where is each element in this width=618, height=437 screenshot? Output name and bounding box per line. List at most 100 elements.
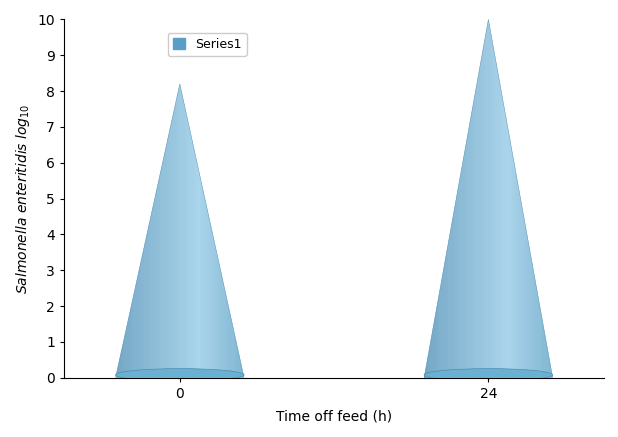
Polygon shape	[210, 222, 211, 378]
Polygon shape	[160, 172, 161, 378]
Polygon shape	[442, 270, 443, 378]
Polygon shape	[147, 231, 148, 378]
Polygon shape	[197, 163, 198, 378]
Polygon shape	[196, 157, 197, 378]
Polygon shape	[485, 34, 486, 378]
Polygon shape	[497, 69, 498, 378]
Polygon shape	[477, 80, 478, 378]
Polygon shape	[178, 90, 179, 378]
Polygon shape	[164, 152, 165, 378]
Polygon shape	[126, 328, 127, 378]
Polygon shape	[165, 149, 166, 378]
Polygon shape	[488, 19, 489, 378]
Polygon shape	[455, 198, 456, 378]
Polygon shape	[209, 216, 210, 378]
Polygon shape	[453, 213, 454, 378]
Polygon shape	[154, 196, 155, 378]
Polygon shape	[237, 345, 238, 378]
Polygon shape	[454, 206, 455, 378]
Polygon shape	[533, 270, 534, 378]
Polygon shape	[429, 349, 430, 378]
Polygon shape	[158, 181, 159, 378]
Polygon shape	[530, 252, 531, 378]
Polygon shape	[238, 348, 239, 378]
Polygon shape	[516, 173, 517, 378]
Polygon shape	[472, 105, 473, 378]
Polygon shape	[189, 125, 190, 378]
Polygon shape	[511, 145, 512, 378]
Polygon shape	[464, 152, 465, 378]
Polygon shape	[440, 284, 441, 378]
Polygon shape	[529, 245, 530, 378]
Polygon shape	[427, 356, 428, 378]
Polygon shape	[221, 272, 222, 378]
Polygon shape	[537, 292, 538, 378]
Polygon shape	[182, 96, 183, 378]
Polygon shape	[474, 95, 475, 378]
Polygon shape	[549, 360, 550, 378]
Polygon shape	[169, 128, 170, 378]
Polygon shape	[117, 366, 118, 378]
Polygon shape	[463, 159, 464, 378]
Polygon shape	[444, 263, 445, 378]
Polygon shape	[448, 242, 449, 378]
Polygon shape	[545, 335, 546, 378]
Polygon shape	[547, 346, 548, 378]
Polygon shape	[505, 113, 506, 378]
Polygon shape	[138, 269, 139, 378]
Polygon shape	[523, 216, 525, 378]
Polygon shape	[124, 336, 125, 378]
Polygon shape	[441, 277, 442, 378]
Polygon shape	[512, 152, 513, 378]
Polygon shape	[218, 260, 219, 378]
Polygon shape	[129, 313, 130, 378]
Polygon shape	[548, 353, 549, 378]
Polygon shape	[151, 210, 152, 378]
Ellipse shape	[116, 369, 244, 381]
Polygon shape	[233, 328, 234, 378]
Polygon shape	[503, 102, 504, 378]
Polygon shape	[161, 166, 162, 378]
Polygon shape	[473, 98, 474, 378]
Polygon shape	[188, 122, 189, 378]
Polygon shape	[439, 288, 440, 378]
Polygon shape	[170, 125, 171, 378]
Polygon shape	[208, 213, 209, 378]
Polygon shape	[215, 246, 216, 378]
Y-axis label: Salmonella enteritidis $log_{10}$: Salmonella enteritidis $log_{10}$	[14, 104, 32, 294]
Polygon shape	[478, 73, 479, 378]
Polygon shape	[519, 191, 520, 378]
Polygon shape	[121, 348, 122, 378]
Polygon shape	[526, 227, 527, 378]
Polygon shape	[220, 269, 221, 378]
Polygon shape	[520, 198, 521, 378]
Polygon shape	[460, 173, 461, 378]
Polygon shape	[204, 196, 205, 378]
Polygon shape	[205, 198, 206, 378]
Polygon shape	[231, 319, 232, 378]
Legend: Series1: Series1	[167, 33, 247, 56]
Polygon shape	[192, 140, 193, 378]
Polygon shape	[434, 317, 435, 378]
Polygon shape	[489, 27, 490, 378]
Polygon shape	[539, 302, 540, 378]
Polygon shape	[538, 299, 539, 378]
Polygon shape	[116, 372, 117, 378]
Polygon shape	[159, 175, 160, 378]
Polygon shape	[542, 317, 543, 378]
Polygon shape	[466, 141, 467, 378]
Polygon shape	[214, 243, 215, 378]
Polygon shape	[457, 188, 458, 378]
Polygon shape	[433, 324, 434, 378]
Polygon shape	[438, 295, 439, 378]
Polygon shape	[230, 313, 231, 378]
Polygon shape	[445, 260, 446, 378]
Polygon shape	[240, 360, 241, 378]
Polygon shape	[225, 290, 226, 378]
Polygon shape	[484, 41, 485, 378]
Polygon shape	[456, 195, 457, 378]
Polygon shape	[137, 275, 138, 378]
Polygon shape	[162, 163, 163, 378]
Polygon shape	[507, 127, 509, 378]
Polygon shape	[141, 260, 142, 378]
